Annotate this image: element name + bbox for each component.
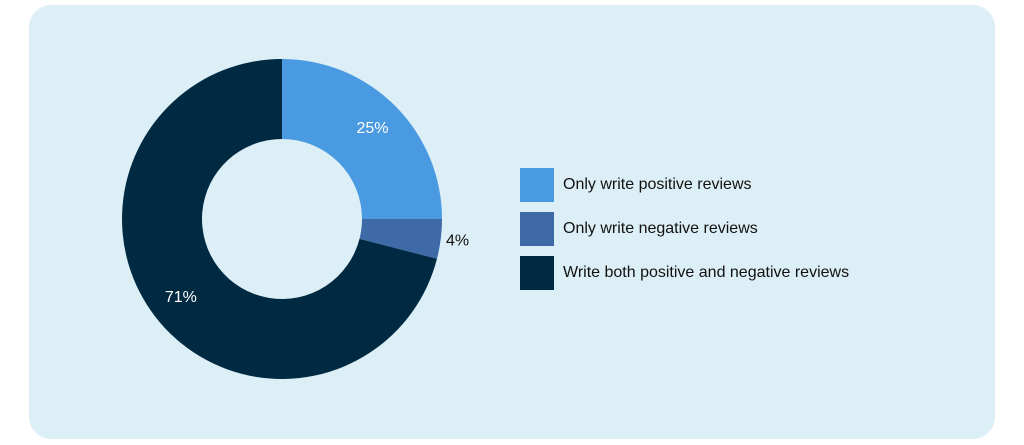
slice-labels: 25% 4% 71% (165, 120, 469, 306)
slice-positive (282, 59, 442, 219)
legend-label-both: Write both positive and negative reviews (563, 264, 850, 281)
slice-negative (359, 219, 442, 259)
legend-item-positive: Only write positive reviews (520, 168, 849, 202)
slice-label-positive: 25% (356, 120, 388, 137)
slice-label-both: 71% (165, 289, 197, 306)
slice-both (121, 59, 437, 379)
legend: Only write positive reviews Only write n… (520, 168, 849, 300)
donut-slices (121, 59, 442, 379)
legend-swatch-both (520, 256, 554, 290)
legend-item-negative: Only write negative reviews (520, 212, 849, 246)
legend-item-both: Write both positive and negative reviews (520, 256, 849, 290)
legend-label-positive: Only write positive reviews (563, 176, 752, 193)
legend-label-negative: Only write negative reviews (563, 220, 758, 237)
legend-swatch-positive (520, 168, 554, 202)
legend-swatch-negative (520, 212, 554, 246)
slice-label-negative: 4% (446, 233, 469, 250)
